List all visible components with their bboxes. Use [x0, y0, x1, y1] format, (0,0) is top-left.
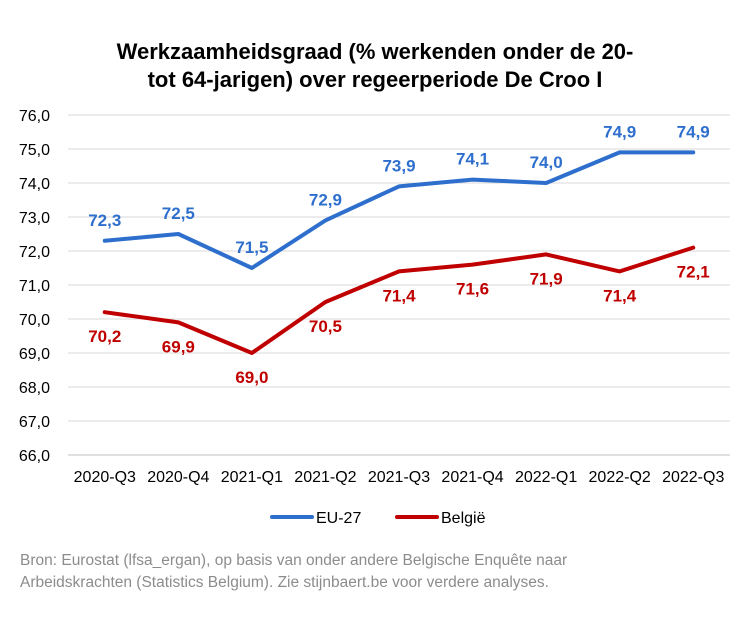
data-label: 71,4	[382, 286, 416, 305]
legend-label: EU-27	[316, 510, 361, 527]
source-note-line-1: Bron: Eurostat (lfsa_ergan), op basis va…	[20, 552, 568, 569]
chart-title-line-1: Werkzaamheidsgraad (% werkenden onder de…	[116, 39, 634, 64]
x-tick-label: 2020-Q4	[147, 469, 209, 486]
data-labels: 72,3 72,5 71,5 72,9 73,9 74,1 74,0 74,9 74,9 70,2…	[88, 122, 710, 387]
x-axis-tick-labels: 2020-Q3 2020-Q4 2021-Q1 2021-Q2 2021-Q3 2021-…	[74, 469, 725, 486]
data-label: 72,9	[309, 190, 342, 209]
chart-title-line-2: tot 64-jarigen) over regeerperiode De Cr…	[147, 67, 603, 92]
data-label: 74,9	[603, 122, 636, 141]
x-tick-label: 2021-Q2	[294, 469, 356, 486]
y-tick-label: 72,0	[19, 244, 50, 261]
y-tick-label: 73,0	[19, 210, 50, 227]
data-label: 72,3	[88, 211, 121, 230]
series-lines	[102, 150, 696, 355]
gridlines	[68, 114, 730, 422]
data-label: 70,5	[309, 317, 342, 336]
y-tick-label: 67,0	[19, 414, 50, 431]
series-line-1	[102, 150, 696, 270]
data-label: 71,9	[530, 269, 563, 288]
series-line-2	[102, 245, 696, 355]
x-tick-label: 2021-Q3	[368, 469, 430, 486]
data-label: 72,1	[677, 263, 710, 282]
y-tick-label: 70,0	[19, 312, 50, 329]
data-label: 71,6	[456, 280, 489, 299]
y-tick-label: 69,0	[19, 346, 50, 363]
legend-label: België	[441, 510, 486, 527]
line-chart: 76,0 75,0 74,0 73,0 72,0 71,0 70,0 69,0 68,0 67,0…	[19, 108, 730, 527]
data-label: 74,9	[677, 122, 710, 141]
y-tick-label: 75,0	[19, 142, 50, 159]
data-label: 73,9	[382, 156, 415, 175]
source-note-line-2: Arbeidskrachten (Statistics Belgium). Zi…	[20, 574, 549, 591]
y-tick-label: 76,0	[19, 108, 50, 125]
x-tick-label: 2022-Q3	[662, 469, 724, 486]
y-tick-label: 74,0	[19, 176, 50, 193]
data-label: 70,2	[88, 327, 121, 346]
x-tick-label: 2021-Q1	[221, 469, 283, 486]
y-tick-label: 71,0	[19, 278, 50, 295]
y-axis-tick-labels: 76,0 75,0 74,0 73,0 72,0 71,0 70,0 69,0 68,0 67,0…	[19, 108, 50, 465]
x-tick-label: 2020-Q3	[74, 469, 136, 486]
data-label: 71,4	[603, 286, 637, 305]
chart-title: Werkzaamheidsgraad (% werkenden onder de…	[0, 38, 750, 94]
data-label: 69,9	[162, 337, 195, 356]
data-label: 71,5	[235, 238, 268, 257]
data-label: 74,0	[530, 153, 563, 172]
x-tick-label: 2022-Q2	[589, 469, 651, 486]
y-tick-label: 68,0	[19, 380, 50, 397]
data-label: 72,5	[162, 204, 195, 223]
x-tick-label: 2021-Q4	[441, 469, 503, 486]
data-label: 69,0	[235, 368, 268, 387]
x-tick-label: 2022-Q1	[515, 469, 577, 486]
source-note: Bron: Eurostat (lfsa_ergan), op basis va…	[20, 550, 740, 594]
legend: EU-27 België	[270, 510, 486, 527]
data-label: 74,1	[456, 150, 489, 169]
y-tick-label: 66,0	[19, 448, 50, 465]
